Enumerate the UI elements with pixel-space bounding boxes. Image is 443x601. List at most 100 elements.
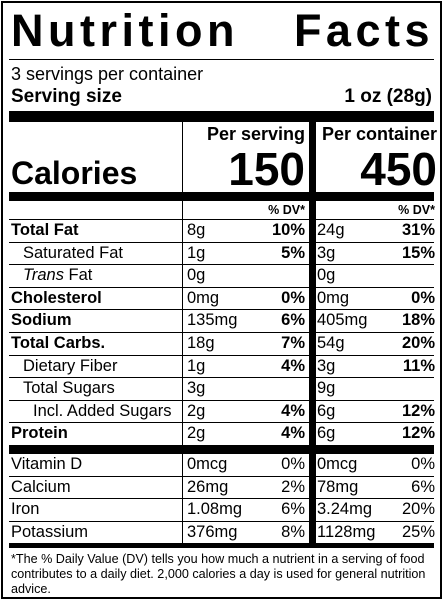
amount-per-serving: 18g [187, 333, 215, 352]
dv-per-serving: 4% [281, 401, 305, 420]
dv-per-container: 25% [401, 522, 435, 541]
dv-per-container: 11% [402, 356, 435, 375]
calories-row: Calories Per serving Per container 150 4… [9, 122, 437, 195]
column-line [182, 122, 183, 192]
amount-per-serving: 1g [187, 243, 206, 262]
serving-size-row: Serving size 1 oz (28g) [3, 85, 440, 111]
amount-per-serving: 135mg [187, 311, 238, 330]
amount-per-container: 0mg [317, 288, 350, 307]
amount-per-serving: 0mg [187, 288, 220, 307]
nutrient-row: Incl. Added Sugars 2g 4% 6g 12% [9, 399, 435, 423]
footnote-text: The % Daily Value (DV) tells you how muc… [11, 552, 426, 597]
amount-per-serving: 376mg [187, 522, 238, 541]
dv-per-container: 12% [401, 401, 435, 420]
serving-size-value: 1 oz (28g) [344, 86, 432, 107]
nutrient-name: Total Carbs. [11, 333, 105, 355]
amount-per-container: 405mg [317, 311, 368, 330]
vitamin-name: Calcium [11, 477, 71, 496]
nutrient-name: Total Sugars [11, 378, 115, 400]
divider [9, 59, 434, 60]
amount-per-container: 6g [317, 401, 336, 420]
amount-per-serving: 3g [187, 379, 206, 398]
nutrient-name: Dietary Fiber [11, 356, 117, 378]
dv-heading-container: % DV* [398, 203, 435, 217]
nutrient-name-italic: Trans [23, 266, 64, 285]
dv-per-serving: 8% [281, 522, 305, 541]
nutrient-name: Total Fat [11, 220, 79, 242]
dv-per-container: 18% [401, 311, 435, 330]
amount-per-serving: 2g [187, 401, 206, 420]
dv-per-serving: 2% [281, 477, 305, 496]
medium-divider [9, 543, 434, 549]
serving-size-label: Serving size [11, 86, 122, 107]
dv-heading-serving: % DV* [268, 203, 305, 217]
dv-per-container: 31% [401, 221, 435, 239]
amount-per-container: 1128mg [317, 522, 376, 541]
nutrient-table: % DV* % DV* Total Fat 8g 10% 24g 31% Saturate… [9, 200, 435, 445]
amount-per-serving: 0mcg [187, 454, 228, 473]
dv-header-row: % DV* % DV* [9, 200, 435, 219]
thick-divider [9, 444, 434, 453]
calories-per-serving: 150 [228, 143, 305, 195]
per-container-heading: Per container [321, 124, 437, 144]
column-separator [309, 122, 316, 192]
amount-per-container: 9g [317, 379, 336, 398]
dv-per-serving: 7% [281, 333, 305, 352]
dv-per-serving: 6% [281, 311, 305, 330]
label-title: Nutrition Facts [3, 3, 440, 59]
calories-per-container: 450 [360, 143, 437, 195]
dv-per-container: 0% [411, 288, 435, 307]
vitamin-name: Vitamin D [11, 454, 83, 473]
nutrient-row: Saturated Fat 1g 5% 3g 15% [9, 241, 435, 265]
per-serving-heading: Per serving [206, 124, 305, 144]
amount-per-container: 3g [317, 243, 336, 262]
title-word-nutrition: Nutrition [11, 5, 239, 56]
nutrient-name-text: Saturated Fat [23, 243, 123, 262]
dv-per-container: 20% [401, 333, 435, 352]
nutrient-row: Total Fat 8g 10% 24g 31% [9, 219, 435, 242]
nutrient-name-text: Cholesterol [11, 288, 102, 307]
nutrient-row: Trans Fat 0g 0g [9, 264, 434, 287]
footnote: *The % Daily Value (DV) tells you how mu… [3, 548, 440, 597]
vitamin-name: Iron [11, 500, 40, 519]
dv-per-serving: 10% [271, 221, 305, 239]
vitamin-name: Potassium [11, 522, 89, 541]
dv-per-container: 0% [411, 454, 435, 473]
nutrient-row: Protein 2g 4% 6g 12% [9, 422, 435, 445]
nutrient-row: Total Carbs. 18g 7% 54g 20% [9, 331, 435, 355]
dv-per-container: 12% [401, 424, 435, 443]
column-line [182, 200, 183, 445]
footnote-mark: * [11, 552, 16, 567]
nutrient-name-text: Dietary Fiber [23, 356, 118, 375]
column-separator [309, 200, 316, 445]
amount-per-container: 0g [317, 266, 336, 285]
amount-per-serving: 1.08mg [187, 500, 243, 519]
amount-per-serving: 1g [187, 356, 206, 375]
vitamin-row: Vitamin D 0mcg 0% 0mcg 0% [9, 452, 435, 476]
dv-per-container: 20% [401, 500, 435, 519]
amount-per-container: 78mg [317, 477, 359, 496]
dv-per-serving: 5% [281, 243, 305, 262]
amount-per-serving: 2g [187, 424, 206, 443]
nutrient-name-text: Total Carbs. [11, 333, 106, 352]
nutrient-name-text: Incl. Added Sugars [33, 401, 172, 420]
nutrient-row: Total Sugars 3g 9g [9, 377, 434, 400]
vitamin-table: Vitamin D 0mcg 0% 0mcg 0% Calcium 26mg 2% 78mg 6%… [9, 452, 435, 544]
calories-label: Calories [11, 155, 138, 191]
dv-per-container: 6% [411, 477, 435, 496]
dv-per-serving: 6% [281, 500, 305, 519]
amount-per-serving: 0g [187, 266, 206, 285]
servings-per-container: 3 servings per container [11, 64, 204, 84]
amount-per-container: 3.24mg [317, 500, 373, 519]
nutrient-name: Protein [11, 423, 68, 445]
vitamin-row: Potassium 376mg 8% 1128mg 25% [9, 520, 435, 544]
amount-per-container: 54g [317, 333, 345, 352]
amount-per-container: 6g [317, 424, 336, 443]
nutrient-row: Cholesterol 0mg 0% 0mg 0% [9, 286, 435, 310]
amount-per-container: 0mcg [317, 454, 358, 473]
thick-divider [9, 192, 434, 200]
dv-per-serving: 4% [281, 356, 305, 375]
nutrient-grid: Calories Per serving Per container 150 4… [9, 122, 437, 195]
nutrient-row: Dietary Fiber 1g 4% 3g 11% [9, 354, 435, 378]
